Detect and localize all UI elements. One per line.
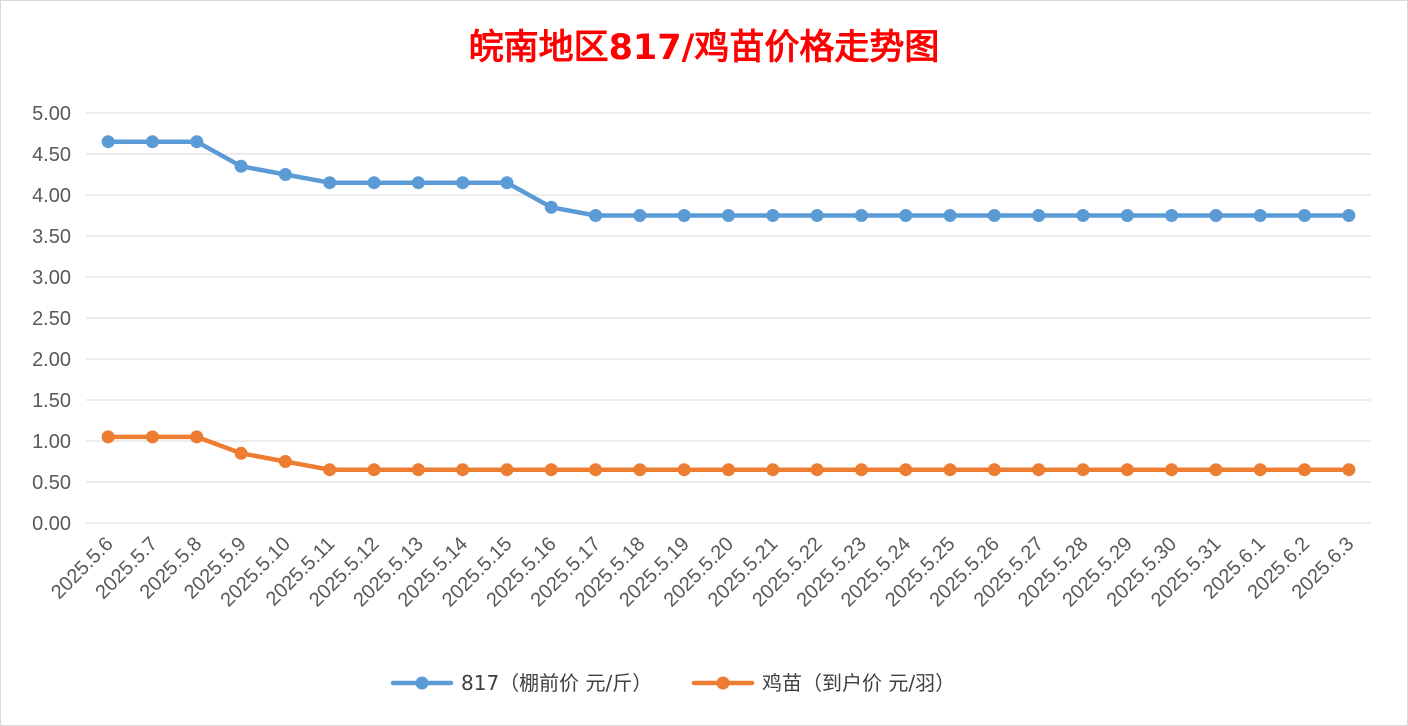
data-point: [810, 463, 824, 477]
data-point: [766, 463, 780, 477]
data-point: [1342, 209, 1356, 222]
data-point: [1120, 209, 1134, 222]
data-point: [411, 463, 425, 477]
data-point: [367, 176, 381, 190]
data-point: [633, 463, 647, 477]
y-tick-label: 0.50: [32, 472, 71, 494]
series-lines: [101, 135, 1356, 477]
data-point: [722, 463, 735, 477]
data-point: [943, 463, 957, 477]
y-tick-label: 1.50: [32, 390, 71, 412]
data-point: [234, 446, 248, 460]
legend-swatch-marker: [716, 676, 730, 690]
data-point: [278, 168, 292, 181]
data-point: [1298, 463, 1312, 477]
data-point: [722, 209, 735, 222]
y-tick-label: 4.00: [32, 185, 71, 207]
y-tick-label: 3.50: [32, 226, 71, 248]
data-point: [1032, 209, 1046, 222]
data-point: [766, 209, 780, 222]
data-point: [1342, 463, 1356, 477]
data-point: [367, 463, 381, 477]
legend-label: 鸡苗（到户价 元/羽）: [762, 671, 955, 695]
gridlines: [86, 112, 1371, 524]
data-point: [1032, 463, 1046, 477]
series-line-1: [105, 139, 1352, 218]
data-point: [589, 463, 603, 477]
data-point: [411, 176, 425, 190]
data-point: [854, 463, 868, 477]
data-point: [145, 430, 159, 444]
data-point: [456, 176, 470, 190]
data-point: [323, 463, 337, 477]
data-point: [899, 463, 913, 477]
data-point: [943, 209, 957, 222]
y-tick-label: 1.00: [32, 431, 71, 453]
data-point: [234, 159, 248, 173]
data-point: [500, 463, 514, 477]
legend-swatch-marker: [415, 676, 429, 690]
data-point: [1253, 463, 1267, 477]
data-point: [1298, 209, 1312, 222]
data-point: [190, 135, 204, 149]
data-point: [278, 455, 292, 468]
data-point: [987, 463, 1001, 477]
data-point: [456, 463, 470, 477]
data-point: [145, 135, 159, 149]
data-point: [1165, 463, 1179, 477]
data-point: [1209, 463, 1223, 477]
data-point: [810, 209, 824, 222]
data-point: [677, 209, 691, 222]
legend: 817（棚前价 元/斤） 鸡苗（到户价 元/羽）: [390, 671, 955, 695]
data-point: [677, 463, 691, 477]
y-tick-label: 3.00: [32, 267, 71, 289]
y-tick-label: 0.00: [32, 513, 71, 535]
data-point: [899, 209, 913, 222]
data-point: [500, 176, 514, 190]
legend-label: 817（棚前价 元/斤）: [461, 671, 652, 695]
data-point: [544, 463, 558, 477]
y-axis-ticks: 0.00 0.50 1.00 1.50 2.00 2.50 3.00 3.50 4.00 4.50…: [32, 103, 71, 535]
y-tick-label: 2.50: [32, 308, 71, 330]
data-point: [633, 209, 647, 222]
data-point: [987, 209, 1001, 222]
data-point: [589, 209, 603, 222]
data-point: [1253, 209, 1267, 222]
data-point: [854, 209, 868, 222]
data-point: [1076, 209, 1090, 222]
data-point: [323, 176, 337, 190]
data-point: [190, 430, 204, 444]
data-point: [101, 430, 115, 444]
chart-title: 皖南地区817/鸡苗价格走势图: [469, 28, 940, 68]
data-point: [1209, 209, 1223, 222]
data-point: [101, 135, 115, 149]
y-tick-label: 4.50: [32, 144, 71, 166]
y-tick-label: 2.00: [32, 349, 71, 371]
data-point: [1120, 463, 1134, 477]
data-point: [544, 200, 558, 214]
data-point: [1165, 209, 1179, 222]
x-axis-ticks: 2025.5.62025.5.72025.5.82025.5.92025.5.1…: [47, 533, 1358, 611]
y-tick-label: 5.00: [32, 103, 71, 125]
data-point: [1076, 463, 1090, 477]
